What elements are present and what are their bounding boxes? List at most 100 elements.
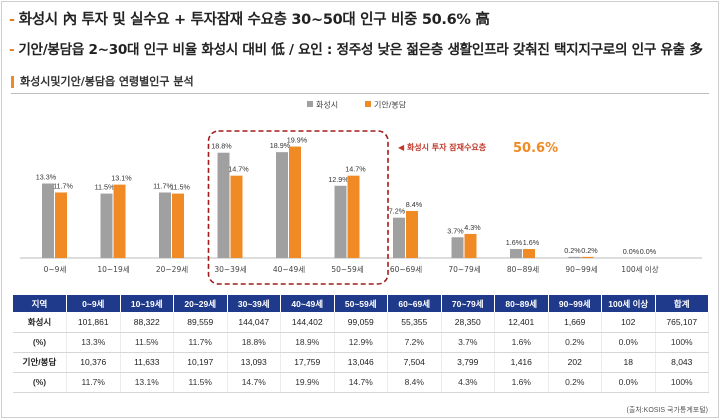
table-row: 기안/봉담 10,376 11,633 10,197 13,093 17,759 13,04… — [13, 352, 709, 373]
data-label: 8.4% — [406, 200, 423, 209]
row-label: (%) — [13, 332, 67, 353]
table-cell: 765,107 — [655, 312, 709, 333]
table-cell: 1.6% — [494, 332, 549, 353]
bar-hwaseong — [334, 185, 347, 258]
table-cell: 3,799 — [441, 352, 495, 373]
bar-hwaseong — [510, 249, 522, 258]
x-tick-label: 10~19세 — [97, 265, 129, 274]
table-cell: 14.7% — [227, 372, 281, 393]
x-tick-label: 100세 이상 — [621, 264, 658, 274]
table-cell: 12,401 — [494, 312, 549, 333]
bar-giandongdam — [523, 249, 535, 258]
table-cell: 99,059 — [334, 312, 388, 333]
table-header-cell: 100세 이상 — [601, 295, 656, 312]
table-cell: 202 — [548, 352, 602, 373]
table-cell: 28,350 — [441, 312, 495, 333]
headline-dash: - — [9, 42, 15, 58]
table-header-cell: 0~9세 — [66, 295, 121, 312]
data-label: 0.0% — [640, 247, 657, 256]
bar-giandongdam — [347, 175, 360, 258]
annotation-value: 50.6% — [513, 141, 558, 156]
bar-hwaseong — [276, 152, 288, 258]
table-cell: 100% — [655, 372, 709, 393]
data-label: 11.5% — [95, 183, 115, 192]
table-cell: 8.4% — [387, 372, 442, 393]
table-cell: 10,197 — [173, 352, 228, 373]
table-cell: 13.1% — [120, 372, 174, 393]
legend-swatch — [307, 101, 313, 107]
table-header-cell: 10~19세 — [120, 295, 174, 312]
headline-dash: - — [9, 12, 15, 28]
data-label: 18.8% — [211, 142, 232, 151]
data-label: 7.2% — [389, 207, 406, 216]
table-cell: 0.2% — [548, 332, 602, 353]
bar-hwaseong — [393, 217, 405, 258]
table-header-row: 지역 0~9세 10~19세 20~29세 30~39세 40~49세 50~59세 60~6… — [13, 295, 709, 312]
table-cell: 8,043 — [655, 352, 709, 373]
data-label: 3.7% — [447, 226, 464, 235]
table-cell: 13.3% — [66, 332, 121, 353]
bar-giandongdam — [55, 192, 67, 258]
legend-label: 기안/봉담 — [374, 100, 407, 110]
data-label: 1.6% — [506, 238, 523, 247]
table-cell: 4.3% — [441, 372, 495, 393]
bar-giandongdam — [113, 184, 126, 258]
headline-1: - 화성시 內 투자 및 실수요 + 투자잠재 수요층 30~50대 인구 비중 … — [9, 8, 490, 29]
data-label: 13.1% — [111, 174, 132, 183]
source-note: (출처:KOSIS 국가통계포털) — [626, 407, 708, 414]
data-label: 0.2% — [581, 246, 598, 255]
bar-chart: ◀ 화성시 투자 잠재수요층 50.6%화성시 기안/봉담13.3%11.7%0~9… — [20, 100, 702, 285]
table-cell: 11.7% — [173, 332, 228, 353]
bar-giandongdam — [581, 256, 594, 258]
chart-title: 화성시및기안/봉담읍 연령별인구 분석 — [11, 76, 194, 88]
table-cell: 1.6% — [494, 372, 549, 393]
bar-giandongdam — [289, 146, 301, 258]
x-tick-label: 80~89세 — [507, 265, 539, 274]
bar-hwaseong — [451, 237, 464, 258]
table-header-cell: 40~49세 — [280, 295, 335, 312]
data-label: 11.7% — [153, 181, 173, 190]
data-label: 0.0% — [623, 247, 640, 256]
table-cell: 18.9% — [280, 332, 335, 353]
table-header-cell: 70~79세 — [441, 295, 495, 312]
bar-hwaseong — [42, 183, 54, 258]
data-label: 4.3% — [464, 223, 481, 232]
bar-hwaseong — [159, 192, 171, 258]
bar-giandongdam — [172, 193, 184, 258]
section-divider — [11, 93, 709, 94]
legend-swatch — [365, 101, 371, 107]
table-header-cell: 30~39세 — [227, 295, 281, 312]
table-cell: 1,416 — [494, 352, 549, 373]
data-label: 14.7% — [228, 165, 249, 174]
table-cell: 0.2% — [548, 372, 602, 393]
data-label: 11.5% — [170, 183, 190, 192]
data-label: 11.7% — [53, 181, 73, 190]
table-cell: 102 — [601, 312, 656, 333]
x-tick-label: 50~59세 — [331, 265, 363, 274]
data-label: 0.2% — [564, 246, 581, 255]
row-label: 화성시 — [13, 312, 67, 333]
bar-giandongdam — [230, 175, 243, 258]
highlight-box — [207, 130, 389, 285]
table-cell: 7,504 — [387, 352, 442, 373]
table-cell: 89,559 — [173, 312, 228, 333]
data-table: 지역 0~9세 10~19세 20~29세 30~39세 40~49세 50~59세 60~6… — [13, 295, 709, 393]
table-header-cell: 합계 — [655, 295, 709, 312]
table-header-cell: 지역 — [13, 295, 67, 312]
table-header-cell: 90~99세 — [548, 295, 602, 312]
bar-hwaseong — [568, 256, 581, 258]
table-cell: 0.0% — [601, 332, 656, 353]
table-cell: 55,355 — [387, 312, 442, 333]
table-cell: 14.7% — [334, 372, 388, 393]
data-label: 14.7% — [345, 165, 366, 174]
row-label: 기안/봉담 — [13, 352, 67, 373]
table-cell: 101,861 — [66, 312, 121, 333]
table-cell: 13,046 — [334, 352, 388, 373]
data-label: 19.9% — [287, 136, 308, 145]
table-cell: 11,633 — [120, 352, 174, 373]
table-header-cell: 60~69세 — [387, 295, 442, 312]
table-cell: 7.2% — [387, 332, 442, 353]
headline-2: - 기안/봉담읍 2~30대 인구 비율 화성시 대비 低 / 요인 : 정주성 … — [9, 38, 703, 58]
table-row: (%) 13.3% 11.5% 11.7% 18.8% 18.9% 12.9% 7.2% 3.7… — [13, 332, 709, 353]
